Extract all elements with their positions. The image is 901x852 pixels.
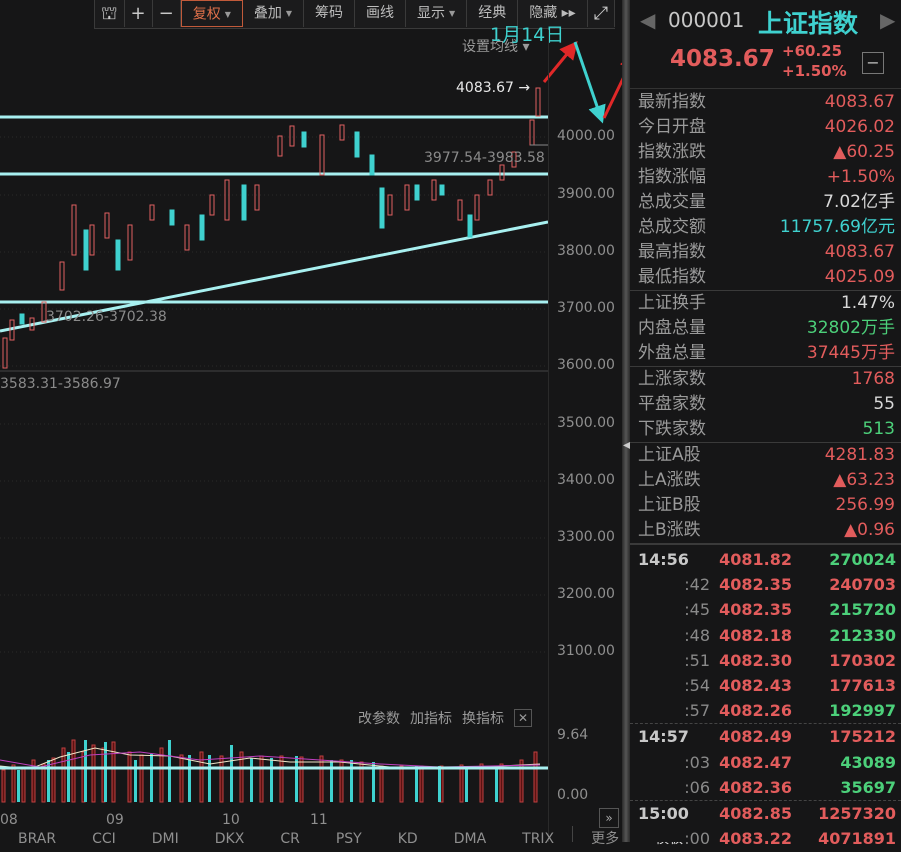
zoom-out-button[interactable]: − <box>153 0 181 27</box>
tick-row: :00 4083.22 4071891 <box>684 829 896 849</box>
chart-toolbar: ⛫ + − 复权 ▼ 叠加 ▼ 筹码 画线 显示 ▼ 经典 隐藏 ▸▸ ⤢ <box>94 0 616 29</box>
lock-button[interactable]: ⛫ <box>95 0 125 27</box>
adjust-rights-button[interactable]: 复权 ▼ <box>180 0 243 27</box>
caret-down-icon: ▼ <box>285 9 293 18</box>
indicator-tab-bar: BRAR CCI DMI DKX CR PSY KD DMA TRIX 更多 模… <box>0 826 702 847</box>
quote-panel: ◀ 000001 上证指数 ▶ 4083.67 +60.25 +1.50% − … <box>630 0 901 848</box>
hide-button[interactable]: 隐藏 ▸▸ <box>518 0 588 27</box>
tab-trix[interactable]: TRIX <box>522 831 555 847</box>
tick-row: :45 4082.35 215720 <box>684 600 896 620</box>
gap-label: 3702.26-3702.38 <box>46 309 167 325</box>
classic-button[interactable]: 经典 <box>467 0 519 27</box>
tick-row: 14:56 4081.82 270024 <box>638 550 896 569</box>
tab-cci[interactable]: CCI <box>92 831 116 847</box>
quote-header: ◀ 000001 上证指数 ▶ 4083.67 +60.25 +1.50% − <box>630 0 901 89</box>
tab-dkx[interactable]: DKX <box>214 831 245 847</box>
caret-down-icon: ▼ <box>449 9 456 18</box>
tick-row: :42 4082.35 240703 <box>684 575 896 595</box>
lock-icon: ⛫ <box>101 3 118 24</box>
switch-indicator-button[interactable]: 换指标 <box>462 711 504 727</box>
caret-down-icon: ▼ <box>224 10 231 19</box>
gap-label: 3977.54-3983.58 <box>424 150 545 166</box>
turnover-stats: 上证换手 1.47% 内盘总量 32802万手 外盘总量 37445万手 <box>630 291 901 367</box>
close-icon[interactable]: ✕ <box>514 709 532 727</box>
last-price-marker: 4083.67 → <box>456 80 531 96</box>
indicator-tools: 改参数 加指标 换指标 ✕ <box>358 708 532 728</box>
panel-splitter[interactable]: ◀ <box>622 0 631 842</box>
tab-kd[interactable]: KD <box>397 831 418 847</box>
tick-row: 15:00 4082.85 1257320 <box>638 803 896 823</box>
tick-row: :03 4082.47 43089 <box>684 752 896 772</box>
prev-stock-icon[interactable]: ◀ <box>640 8 656 32</box>
tick-row: 14:57 4082.49 175212 <box>638 727 896 747</box>
gap-label: 3583.31-3586.97 <box>0 376 121 392</box>
display-button[interactable]: 显示 ▼ <box>406 0 468 27</box>
tab-psy[interactable]: PSY <box>335 831 362 847</box>
candlestick-chart[interactable] <box>0 30 548 700</box>
price-change-pct: +1.50% <box>782 62 847 80</box>
current-price: 4083.67 <box>670 46 775 72</box>
tab-brar[interactable]: BRAR <box>18 831 57 847</box>
add-indicator-button[interactable]: 加指标 <box>410 711 452 727</box>
index-stats: 最新指数 4083.67 今日开盘 4026.02 指数涨跌 ▲60.25 指数涨幅 +… <box>630 89 901 291</box>
draw-line-button[interactable]: 画线 <box>355 0 407 27</box>
tick-row: :51 4082.30 170302 <box>684 650 896 670</box>
zoom-in-button[interactable]: + <box>125 0 153 27</box>
tick-row: :48 4082.18 212330 <box>684 625 896 645</box>
price-change: +60.25 <box>782 42 843 60</box>
stock-code: 000001 <box>668 8 745 32</box>
tick-row: :06 4082.36 35697 <box>630 775 901 801</box>
collapse-handle-icon[interactable]: ◀ <box>623 440 631 451</box>
expand-button[interactable]: » <box>599 808 619 828</box>
fullscreen-button[interactable]: ⤢ <box>588 0 616 27</box>
breadth-stats: 上涨家数 1768 平盘家数 55 下跌家数 513 <box>630 367 901 443</box>
annotation-date-jan14: 1月14日 <box>490 24 565 46</box>
overlay-button[interactable]: 叠加 ▼ <box>243 0 305 27</box>
next-stock-icon[interactable]: ▶ <box>880 8 896 32</box>
ab-share-stats: 上证A股 4281.83 上A涨跌 ▲63.23 上证B股 256.99 上B涨跌 ▲0… <box>630 443 901 545</box>
minimize-button[interactable]: − <box>862 52 884 74</box>
tab-cr[interactable]: CR <box>280 831 300 847</box>
tick-row: :54 4082.43 177613 <box>684 675 896 695</box>
tab-dma[interactable]: DMA <box>453 831 487 847</box>
tab-dmi[interactable]: DMI <box>151 831 179 847</box>
edit-params-button[interactable]: 改参数 <box>358 711 400 727</box>
chips-button[interactable]: 筹码 <box>304 0 356 27</box>
price-axis: 4000.00 3900.00 3800.00 3700.00 3600.00 … <box>548 30 623 842</box>
stock-name: 上证指数 <box>758 9 859 38</box>
volume-chart <box>0 739 548 803</box>
ma-setting-dropdown[interactable]: 设置均线 ▾ <box>462 39 530 55</box>
tick-list[interactable]: 14:56 4081.82 270024 :42 4082.35 240703 :45 4… <box>630 545 901 851</box>
tick-row: :57 4082.26 192997 <box>630 698 901 725</box>
fullscreen-icon: ⤢ <box>593 3 609 24</box>
